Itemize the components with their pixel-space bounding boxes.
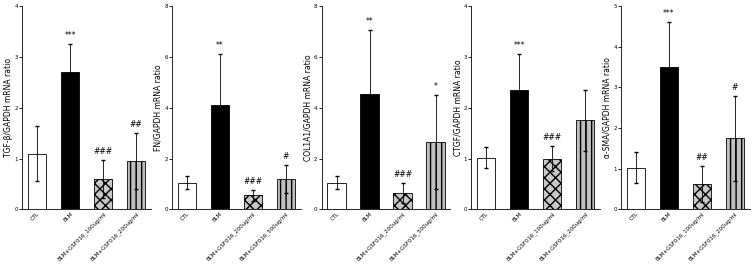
Bar — [277, 179, 295, 209]
Bar — [394, 193, 412, 209]
Text: #: # — [731, 82, 738, 92]
Bar — [693, 184, 711, 209]
Bar — [28, 153, 46, 209]
Bar — [327, 183, 345, 209]
Y-axis label: COL1A1/GAPDH mRNA ratio: COL1A1/GAPDH mRNA ratio — [304, 55, 313, 161]
Text: ***: *** — [663, 9, 675, 18]
Bar — [360, 94, 379, 209]
Text: ***: *** — [513, 41, 525, 50]
Text: ##: ## — [695, 153, 708, 162]
Bar — [726, 138, 744, 209]
Y-axis label: TGF-β/GAPDH mRNA ratio: TGF-β/GAPDH mRNA ratio — [5, 58, 13, 157]
Bar — [94, 179, 112, 209]
Text: ###: ### — [244, 177, 262, 186]
Y-axis label: CTGF/GAPDH mRNA ratio: CTGF/GAPDH mRNA ratio — [453, 60, 462, 156]
Text: *: * — [434, 82, 437, 91]
Text: ***: *** — [64, 31, 76, 40]
Bar — [244, 196, 262, 209]
Bar — [427, 142, 445, 209]
Bar — [61, 72, 79, 209]
Bar — [627, 168, 645, 209]
Text: ###: ### — [93, 147, 112, 156]
Text: **: ** — [216, 41, 224, 50]
Y-axis label: α-SMA/GAPDH mRNA ratio: α-SMA/GAPDH mRNA ratio — [603, 57, 612, 158]
Bar — [178, 183, 196, 209]
Bar — [477, 157, 495, 209]
Text: ##: ## — [130, 120, 143, 129]
Y-axis label: FN/GAPDH mRNA ratio: FN/GAPDH mRNA ratio — [154, 64, 163, 151]
Text: ###: ### — [393, 170, 412, 179]
Bar — [543, 159, 561, 209]
Text: ###: ### — [543, 133, 562, 142]
Bar — [660, 67, 678, 209]
Text: #: # — [283, 152, 289, 161]
Bar — [127, 161, 146, 209]
Text: **: ** — [366, 17, 373, 26]
Bar — [211, 105, 229, 209]
Bar — [510, 90, 529, 209]
Bar — [576, 120, 594, 209]
